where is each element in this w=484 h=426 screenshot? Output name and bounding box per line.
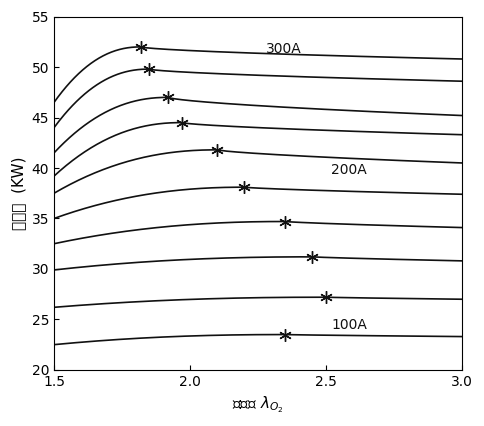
Y-axis label: 净功率  (KW): 净功率 (KW) [11, 156, 26, 230]
Text: 100A: 100A [332, 319, 367, 332]
X-axis label: 过氧比 $\lambda_{O_2}$: 过氧比 $\lambda_{O_2}$ [232, 394, 284, 415]
Text: 200A: 200A [332, 163, 367, 177]
Text: 300A: 300A [266, 42, 302, 56]
